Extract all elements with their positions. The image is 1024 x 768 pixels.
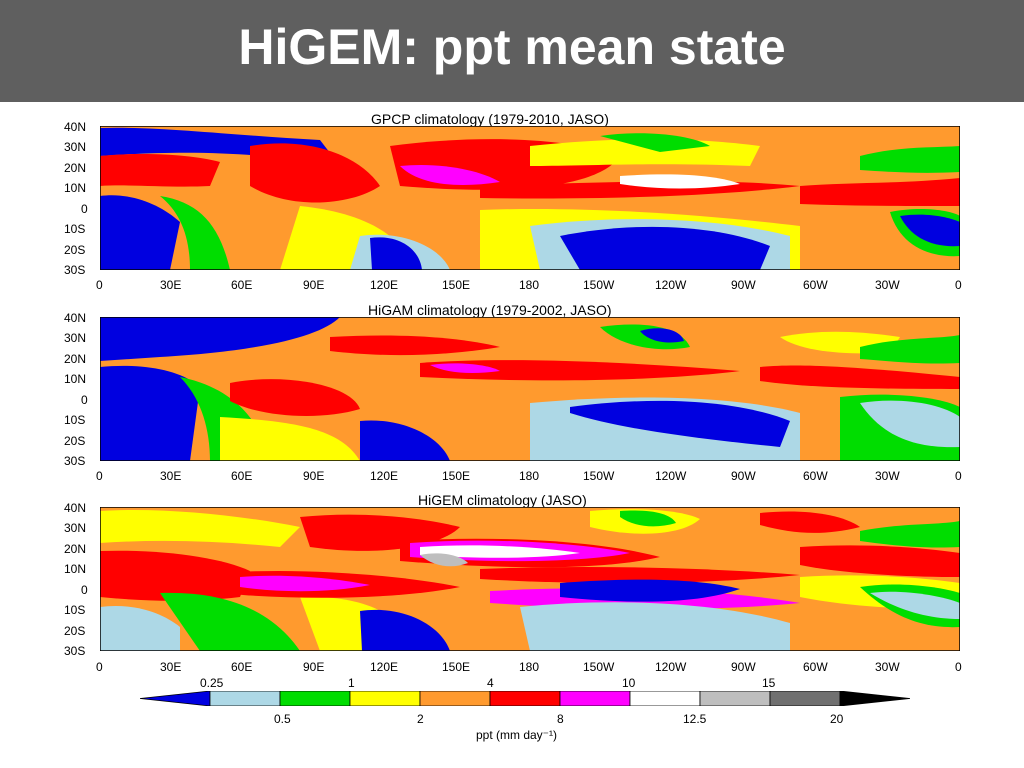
lat-label: 30N <box>64 521 87 535</box>
lat-label: 20S <box>64 243 86 257</box>
colorbar-segment <box>699 691 771 706</box>
lat-label: 20N <box>64 352 87 366</box>
colorbar-bottom-label: 0.5 <box>274 712 291 726</box>
colorbar-top-label: 0.25 <box>200 676 224 690</box>
lon-label: 90W <box>731 660 756 674</box>
lon-label: 30E <box>160 278 182 292</box>
lon-label: 0 <box>96 278 103 292</box>
colorbar-segment <box>559 691 631 706</box>
lon-label: 120W <box>655 278 687 292</box>
lon-label: 180 <box>519 469 540 483</box>
colorbar-segment <box>419 691 491 706</box>
lon-label: 120E <box>370 660 399 674</box>
colorbar-top-label: 4 <box>487 676 494 690</box>
lon-label: 90W <box>731 469 756 483</box>
colorbar-segment <box>489 691 561 706</box>
colorbar-segment <box>140 691 211 706</box>
lon-label: 0 <box>96 469 103 483</box>
lon-label: 0 <box>955 660 962 674</box>
lat-label: 40N <box>64 120 87 134</box>
lat-label: 20N <box>64 542 87 556</box>
colorbar-bottom-label: 20 <box>830 712 844 726</box>
lat-label: 10N <box>64 372 87 386</box>
lat-label: 30S <box>64 263 86 277</box>
lon-label: 60E <box>231 278 253 292</box>
lon-label: 150W <box>583 278 615 292</box>
colorbar-segment <box>349 691 421 706</box>
lon-label: 180 <box>519 660 540 674</box>
colorbar-segment <box>279 691 351 706</box>
colorbar-segment <box>209 691 281 706</box>
map-gpcp <box>100 126 960 270</box>
lon-label: 30W <box>875 278 900 292</box>
map-higam <box>100 317 960 461</box>
colorbar-segment <box>839 691 910 706</box>
lat-label: 10S <box>64 222 86 236</box>
lat-label: 10N <box>64 181 87 195</box>
colorbar-units-label: ppt (mm day⁻¹) <box>476 728 558 742</box>
lat-label: 10S <box>64 413 86 427</box>
lon-label: 60W <box>803 660 828 674</box>
lon-label: 30W <box>875 660 900 674</box>
colorbar-top-label: 1 <box>348 676 355 690</box>
lon-label: 60E <box>231 469 253 483</box>
colorbar-bottom-label: 8 <box>557 712 564 726</box>
slide-title: HiGEM: ppt mean state <box>238 19 786 75</box>
panel-title-gpcp: GPCP climatology (1979-2010, JASO) <box>371 111 609 127</box>
lon-label: 90E <box>303 660 325 674</box>
colorbar <box>140 691 910 706</box>
map-higem <box>100 507 960 651</box>
lon-label: 30E <box>160 660 182 674</box>
lat-label: 10S <box>64 603 86 617</box>
panel-title-higam: HiGAM climatology (1979-2002, JASO) <box>368 302 612 318</box>
lat-label: 20N <box>64 161 87 175</box>
lon-label: 150E <box>442 278 471 292</box>
lat-label: 30N <box>64 331 87 345</box>
colorbar-top-label: 15 <box>762 676 776 690</box>
lat-label: 0 <box>81 202 88 216</box>
lon-label: 150W <box>583 660 615 674</box>
lon-label: 120E <box>370 278 399 292</box>
panel-title-higem: HiGEM climatology (JASO) <box>418 492 587 508</box>
lon-label: 60W <box>803 469 828 483</box>
lat-label: 20S <box>64 434 86 448</box>
lat-label: 40N <box>64 311 87 325</box>
lat-label: 20S <box>64 624 86 638</box>
lon-label: 60W <box>803 278 828 292</box>
lon-label: 90W <box>731 278 756 292</box>
lat-label: 30S <box>64 454 86 468</box>
colorbar-segment <box>629 691 701 706</box>
lon-label: 60E <box>231 660 253 674</box>
lat-label: 0 <box>81 393 88 407</box>
colorbar-segment <box>769 691 841 706</box>
lon-label: 150E <box>442 660 471 674</box>
colorbar-bottom-label: 2 <box>417 712 424 726</box>
lat-label: 30S <box>64 644 86 658</box>
colorbar-bottom-label: 12.5 <box>683 712 707 726</box>
colorbar-top-label: 10 <box>622 676 636 690</box>
title-bar <box>0 0 1024 102</box>
lat-label: 10N <box>64 562 87 576</box>
lon-label: 0 <box>955 469 962 483</box>
lon-label: 30E <box>160 469 182 483</box>
lon-label: 0 <box>96 660 103 674</box>
lon-label: 120W <box>655 469 687 483</box>
lon-label: 150W <box>583 469 615 483</box>
lon-label: 0 <box>955 278 962 292</box>
lon-label: 30W <box>875 469 900 483</box>
lon-label: 120E <box>370 469 399 483</box>
lat-label: 30N <box>64 140 87 154</box>
lon-label: 180 <box>519 278 540 292</box>
lon-label: 90E <box>303 469 325 483</box>
lon-label: 90E <box>303 278 325 292</box>
lat-label: 0 <box>81 583 88 597</box>
lon-label: 120W <box>655 660 687 674</box>
lon-label: 150E <box>442 469 471 483</box>
lat-label: 40N <box>64 501 87 515</box>
